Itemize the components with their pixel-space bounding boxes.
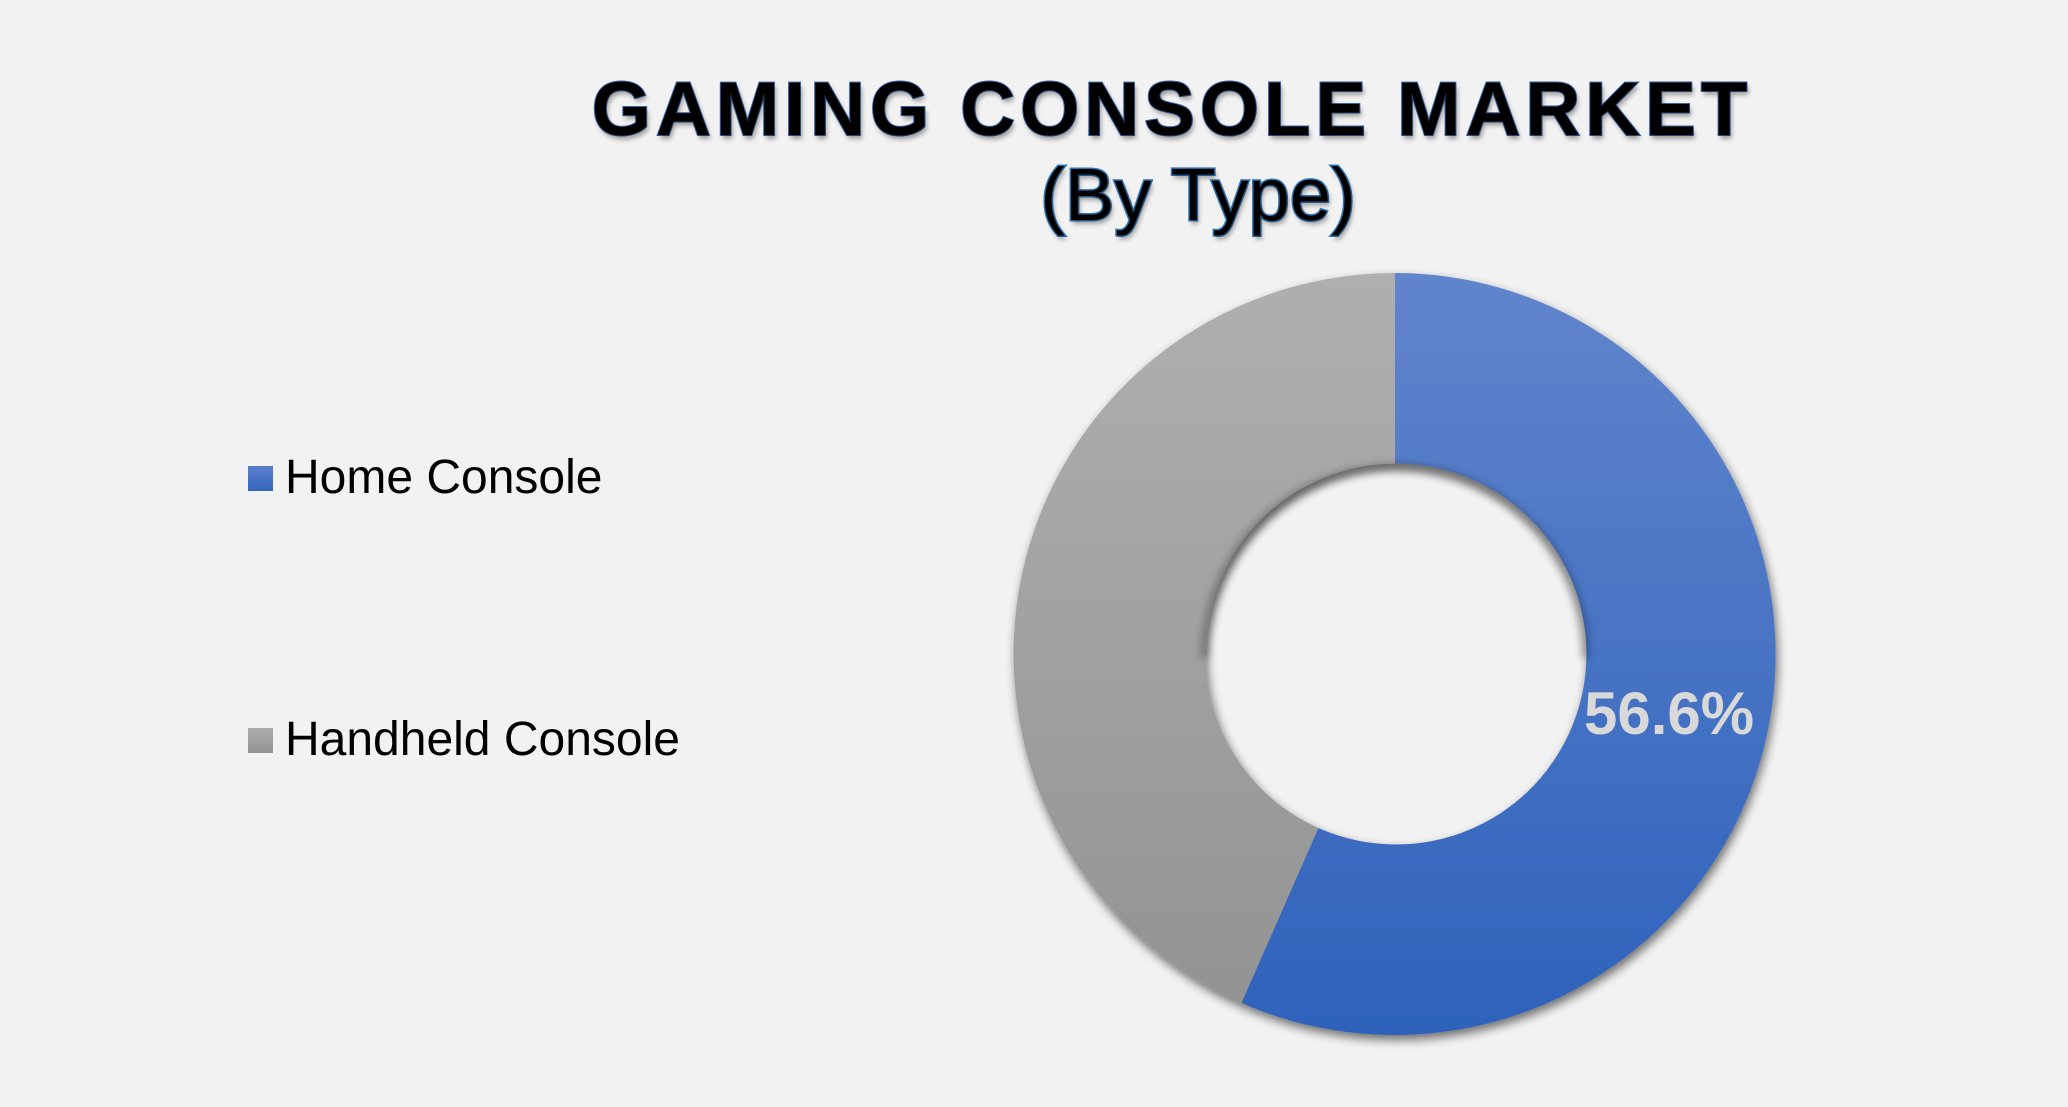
legend-swatch-handheld-console	[248, 727, 273, 753]
hole-shadow	[1200, 463, 1590, 659]
data-label-home-console: 56.6%	[1584, 680, 1755, 747]
legend-label: Home Console	[285, 451, 603, 504]
chart-subtitle: (By Type)	[1039, 152, 1357, 238]
slice-handheld-console[interactable]	[1013, 272, 1395, 1003]
legend-item-handheld-console[interactable]: Handheld Console	[248, 710, 680, 770]
chart-title: GAMING CONSOLE MARKET	[591, 66, 1753, 153]
legend-swatch-home-console	[248, 465, 273, 491]
slice-home-console[interactable]	[1241, 273, 1776, 1035]
legend-label: Handheld Console	[285, 713, 680, 766]
legend-item-home-console[interactable]: Home Console	[248, 448, 602, 508]
